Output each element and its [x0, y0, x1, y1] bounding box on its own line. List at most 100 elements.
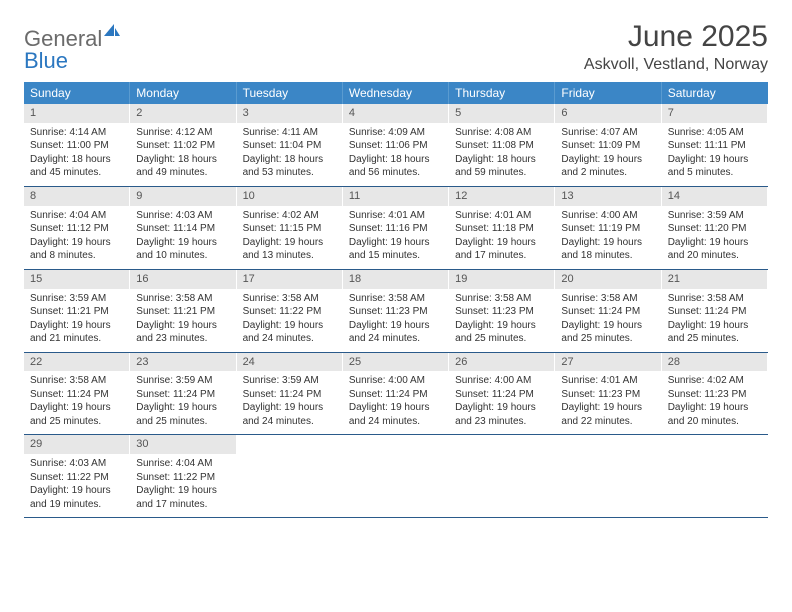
- sunset-line: Sunset: 11:20 PM: [668, 222, 762, 236]
- day-number: 19: [449, 270, 555, 289]
- day-cell: 26Sunrise: 4:00 AMSunset: 11:24 PMDaylig…: [449, 353, 555, 435]
- sunset-line: Sunset: 11:04 PM: [243, 139, 337, 153]
- day-header-cell: Tuesday: [237, 82, 343, 104]
- daylight-line-b: and 24 minutes.: [349, 332, 443, 346]
- daylight-line-b: and 25 minutes.: [136, 415, 230, 429]
- sunset-line: Sunset: 11:24 PM: [349, 388, 443, 402]
- day-body: Sunrise: 3:59 AMSunset: 11:21 PMDaylight…: [24, 289, 130, 352]
- day-number: 24: [237, 353, 343, 372]
- sunset-line: Sunset: 11:24 PM: [455, 388, 549, 402]
- sunrise-line: Sunrise: 3:59 AM: [30, 292, 124, 306]
- day-cell: .: [343, 435, 449, 517]
- sunset-line: Sunset: 11:21 PM: [136, 305, 230, 319]
- daylight-line-a: Daylight: 18 hours: [136, 153, 230, 167]
- sunset-line: Sunset: 11:24 PM: [243, 388, 337, 402]
- header: General Blue June 2025 Askvoll, Vestland…: [24, 20, 768, 74]
- day-body: Sunrise: 3:58 AMSunset: 11:23 PMDaylight…: [343, 289, 449, 352]
- day-header-cell: Friday: [555, 82, 661, 104]
- sunset-line: Sunset: 11:24 PM: [668, 305, 762, 319]
- day-body: Sunrise: 4:08 AMSunset: 11:08 PMDaylight…: [449, 123, 555, 186]
- week-row: 29Sunrise: 4:03 AMSunset: 11:22 PMDaylig…: [24, 435, 768, 518]
- daylight-line-b: and 8 minutes.: [30, 249, 124, 263]
- sunset-line: Sunset: 11:02 PM: [136, 139, 230, 153]
- daylight-line-a: Daylight: 19 hours: [349, 319, 443, 333]
- sunset-line: Sunset: 11:06 PM: [349, 139, 443, 153]
- sunset-line: Sunset: 11:15 PM: [243, 222, 337, 236]
- day-number: 7: [662, 104, 768, 123]
- day-cell: 1Sunrise: 4:14 AMSunset: 11:00 PMDayligh…: [24, 104, 130, 186]
- sunset-line: Sunset: 11:12 PM: [30, 222, 124, 236]
- day-number: 10: [237, 187, 343, 206]
- month-title: June 2025: [584, 20, 768, 54]
- day-number: 6: [555, 104, 661, 123]
- day-header-cell: Wednesday: [343, 82, 449, 104]
- day-cell: 28Sunrise: 4:02 AMSunset: 11:23 PMDaylig…: [662, 353, 768, 435]
- sunset-line: Sunset: 11:14 PM: [136, 222, 230, 236]
- sunrise-line: Sunrise: 4:04 AM: [30, 209, 124, 223]
- daylight-line-a: Daylight: 19 hours: [136, 484, 230, 498]
- sunset-line: Sunset: 11:08 PM: [455, 139, 549, 153]
- daylight-line-b: and 20 minutes.: [668, 249, 762, 263]
- day-header-row: SundayMondayTuesdayWednesdayThursdayFrid…: [24, 82, 768, 104]
- daylight-line-a: Daylight: 19 hours: [668, 401, 762, 415]
- sunrise-line: Sunrise: 3:58 AM: [561, 292, 655, 306]
- daylight-line-b: and 17 minutes.: [455, 249, 549, 263]
- day-cell: 29Sunrise: 4:03 AMSunset: 11:22 PMDaylig…: [24, 435, 130, 517]
- day-cell: 7Sunrise: 4:05 AMSunset: 11:11 PMDayligh…: [662, 104, 768, 186]
- sunrise-line: Sunrise: 4:09 AM: [349, 126, 443, 140]
- day-body: Sunrise: 4:00 AMSunset: 11:24 PMDaylight…: [343, 371, 449, 434]
- sunset-line: Sunset: 11:23 PM: [561, 388, 655, 402]
- sunrise-line: Sunrise: 3:58 AM: [243, 292, 337, 306]
- daylight-line-b: and 19 minutes.: [30, 498, 124, 512]
- daylight-line-a: Daylight: 19 hours: [136, 236, 230, 250]
- daylight-line-b: and 5 minutes.: [668, 166, 762, 180]
- daylight-line-b: and 22 minutes.: [561, 415, 655, 429]
- sail-icon: [104, 24, 120, 36]
- day-body: Sunrise: 4:00 AMSunset: 11:19 PMDaylight…: [555, 206, 661, 269]
- day-number: 2: [130, 104, 236, 123]
- sunset-line: Sunset: 11:22 PM: [136, 471, 230, 485]
- day-body: Sunrise: 3:58 AMSunset: 11:22 PMDaylight…: [237, 289, 343, 352]
- sunset-line: Sunset: 11:16 PM: [349, 222, 443, 236]
- day-number: 28: [662, 353, 768, 372]
- day-body: Sunrise: 3:58 AMSunset: 11:24 PMDaylight…: [662, 289, 768, 352]
- day-number: 16: [130, 270, 236, 289]
- calendar: SundayMondayTuesdayWednesdayThursdayFrid…: [24, 82, 768, 518]
- daylight-line-a: Daylight: 19 hours: [561, 401, 655, 415]
- day-body: Sunrise: 3:59 AMSunset: 11:24 PMDaylight…: [237, 371, 343, 434]
- sunrise-line: Sunrise: 3:58 AM: [668, 292, 762, 306]
- daylight-line-b: and 10 minutes.: [136, 249, 230, 263]
- day-cell: .: [662, 435, 768, 517]
- day-body: Sunrise: 4:11 AMSunset: 11:04 PMDaylight…: [237, 123, 343, 186]
- daylight-line-a: Daylight: 19 hours: [30, 401, 124, 415]
- day-body: Sunrise: 3:58 AMSunset: 11:24 PMDaylight…: [24, 371, 130, 434]
- sunrise-line: Sunrise: 3:58 AM: [136, 292, 230, 306]
- sunrise-line: Sunrise: 4:04 AM: [136, 457, 230, 471]
- daylight-line-a: Daylight: 19 hours: [668, 153, 762, 167]
- day-number: 17: [237, 270, 343, 289]
- week-row: 1Sunrise: 4:14 AMSunset: 11:00 PMDayligh…: [24, 104, 768, 187]
- day-cell: 12Sunrise: 4:01 AMSunset: 11:18 PMDaylig…: [449, 187, 555, 269]
- day-body: Sunrise: 4:09 AMSunset: 11:06 PMDaylight…: [343, 123, 449, 186]
- daylight-line-a: Daylight: 19 hours: [561, 319, 655, 333]
- day-cell: .: [555, 435, 661, 517]
- daylight-line-a: Daylight: 19 hours: [349, 401, 443, 415]
- sunrise-line: Sunrise: 4:00 AM: [455, 374, 549, 388]
- day-body: Sunrise: 4:01 AMSunset: 11:23 PMDaylight…: [555, 371, 661, 434]
- daylight-line-b: and 17 minutes.: [136, 498, 230, 512]
- sunrise-line: Sunrise: 4:02 AM: [668, 374, 762, 388]
- daylight-line-b: and 25 minutes.: [561, 332, 655, 346]
- day-body: Sunrise: 3:58 AMSunset: 11:23 PMDaylight…: [449, 289, 555, 352]
- day-cell: 10Sunrise: 4:02 AMSunset: 11:15 PMDaylig…: [237, 187, 343, 269]
- day-header-cell: Saturday: [662, 82, 768, 104]
- sunrise-line: Sunrise: 3:59 AM: [136, 374, 230, 388]
- day-number: 3: [237, 104, 343, 123]
- sunrise-line: Sunrise: 4:11 AM: [243, 126, 337, 140]
- day-body: Sunrise: 4:03 AMSunset: 11:14 PMDaylight…: [130, 206, 236, 269]
- sunrise-line: Sunrise: 3:59 AM: [668, 209, 762, 223]
- day-cell: 22Sunrise: 3:58 AMSunset: 11:24 PMDaylig…: [24, 353, 130, 435]
- day-cell: 3Sunrise: 4:11 AMSunset: 11:04 PMDayligh…: [237, 104, 343, 186]
- day-body: Sunrise: 3:58 AMSunset: 11:24 PMDaylight…: [555, 289, 661, 352]
- daylight-line-a: Daylight: 19 hours: [243, 401, 337, 415]
- day-body: Sunrise: 4:04 AMSunset: 11:22 PMDaylight…: [130, 454, 236, 517]
